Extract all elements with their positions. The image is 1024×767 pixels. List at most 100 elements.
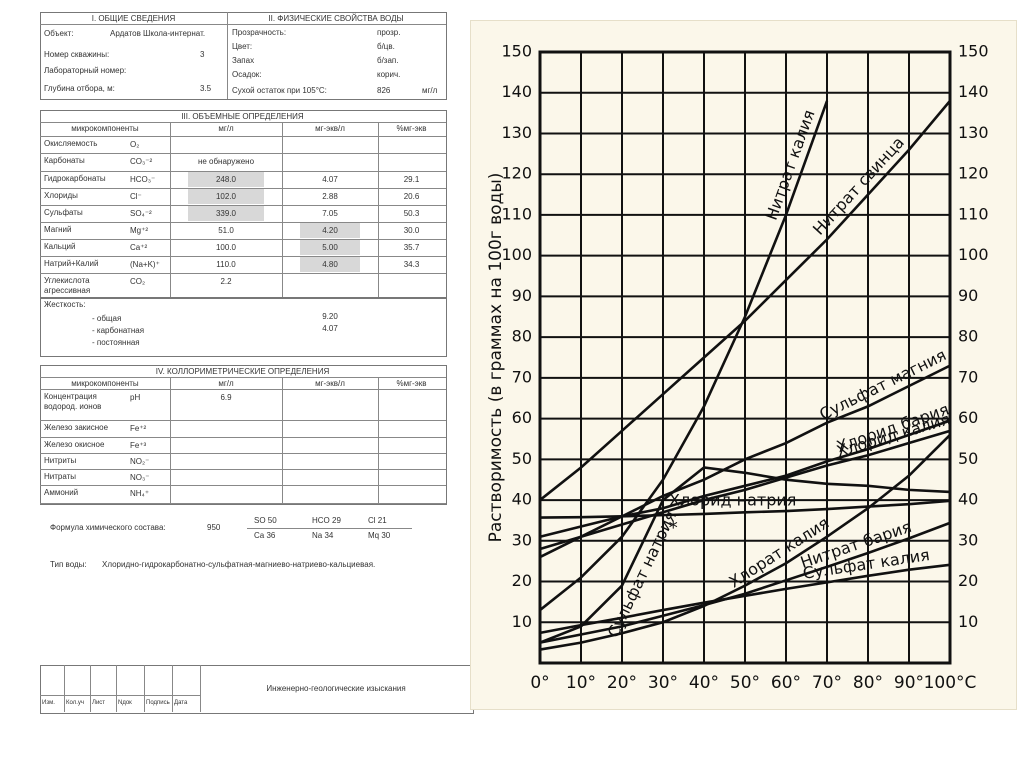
column-header: мг-экв/л — [315, 379, 345, 388]
row-formula: HCO₃⁻ — [130, 175, 156, 184]
x-tick-label: 100°C — [924, 673, 977, 693]
plot-frame — [538, 50, 952, 665]
y2-tick-label: 40 — [958, 490, 978, 509]
x-tick-label: 90° — [894, 673, 924, 693]
cell-value: 4.07 — [322, 324, 338, 333]
y2-tick-label: 50 — [958, 449, 978, 468]
y-tick-label: 30 — [512, 530, 532, 549]
rule — [40, 110, 447, 299]
cell-value: 5.00 — [322, 243, 338, 252]
field-label: Глубина отбора, м: — [44, 84, 115, 93]
field-label: Объект: — [44, 29, 74, 38]
y2-tick-label: 20 — [958, 571, 978, 590]
y2-tick-label: 120 — [958, 164, 989, 183]
cell-value: 20.6 — [403, 192, 420, 201]
rule — [40, 256, 446, 257]
row-name: Аммоний — [44, 488, 79, 497]
x-tick-label: 60° — [771, 673, 801, 693]
x-tick-label: 50° — [730, 673, 760, 693]
rule — [40, 485, 446, 486]
row-name: Сульфаты — [44, 208, 83, 217]
stamp-column: Кол.уч — [66, 700, 84, 706]
field-value: корич. — [377, 70, 401, 79]
row-name: Железо закисное — [44, 423, 109, 432]
y-tick-label: 130 — [501, 123, 532, 142]
rule — [378, 377, 379, 503]
cell-value: 7.05 — [322, 209, 338, 218]
series-line — [539, 100, 951, 502]
formula-numerator: Cl 21 — [368, 516, 387, 525]
cell-value: 4.20 — [322, 226, 338, 235]
field-label: Сухой остаток при 105°С: — [232, 86, 327, 95]
y2-tick-label: 60 — [958, 408, 978, 427]
rule — [90, 665, 91, 712]
field-label: Цвет: — [232, 42, 253, 51]
rule — [40, 171, 446, 172]
y2-tick-label: 100 — [958, 245, 989, 264]
row-name: Нитриты — [44, 456, 77, 465]
formula-denominator: Mq 30 — [368, 531, 391, 540]
column-header: микрокомпоненты — [71, 124, 139, 133]
y2-tick-label: 90 — [958, 286, 978, 305]
rule — [170, 122, 171, 297]
row-name: Окисляемость — [44, 139, 98, 148]
series-line — [539, 521, 951, 644]
rule — [40, 122, 446, 123]
field-label: Лабораторный номер: — [44, 66, 127, 75]
y2-tick-label: 150 — [958, 42, 989, 61]
rule — [40, 437, 446, 438]
y-tick-label: 100 — [501, 245, 532, 264]
row-name: Карбонаты — [44, 156, 85, 165]
rule — [40, 365, 447, 505]
field-value: б/зап. — [377, 56, 399, 65]
y-tick-label: 140 — [501, 82, 532, 101]
y2-tick-label: 10 — [958, 612, 978, 631]
y-tick-label: 110 — [501, 204, 532, 223]
row-formula: NH₄⁺ — [130, 489, 150, 498]
stamp-column: Подпись — [146, 700, 170, 706]
y-tick-label: 10 — [512, 612, 532, 631]
stamp-column: Nдок — [118, 700, 132, 706]
document: I. ОБЩИЕ СВЕДЕНИЯ II. ФИЗИЧЕСКИЕ СВОЙСТВА… — [22, 0, 474, 722]
y-tick-label: 90 — [512, 286, 532, 305]
y2-tick-label: 70 — [958, 367, 978, 386]
cell-value: 34.3 — [403, 260, 420, 269]
field-value: б/цв. — [377, 42, 395, 51]
y-tick-label: 80 — [512, 327, 532, 346]
y-tick-label: 20 — [512, 571, 532, 590]
y-tick-label: 50 — [512, 449, 532, 468]
rule — [40, 297, 447, 357]
formula-denominator: Na 34 — [312, 531, 334, 540]
rule — [40, 695, 200, 696]
column-header: мг/л — [218, 379, 234, 388]
stamp-title: Инженерно-геологические изыскания — [266, 684, 406, 693]
rule — [40, 136, 446, 137]
rule — [40, 188, 446, 189]
x-tick-label: 80° — [853, 673, 883, 693]
row-name: - карбонатная — [92, 326, 145, 335]
rule — [40, 24, 446, 25]
rule — [282, 122, 283, 297]
series-line — [539, 433, 951, 651]
annotation: * — [669, 518, 678, 539]
rule — [116, 665, 117, 712]
rule — [40, 469, 446, 470]
series-line — [539, 563, 951, 635]
y2-tick-label: 110 — [958, 204, 989, 223]
row-name: Концентрация водород. ионов — [44, 392, 102, 411]
section-title: I. ОБЩИЕ СВЕДЕНИЯ — [91, 14, 176, 23]
row-name: - общая — [92, 314, 122, 323]
cell-value: не обнаружено — [197, 157, 255, 166]
y2-tick-label: 30 — [958, 530, 978, 549]
rule — [378, 122, 379, 297]
cell-value: 50.3 — [403, 209, 420, 218]
field-label: Запах — [232, 56, 255, 65]
rule — [188, 206, 264, 221]
y-tick-label: 60 — [512, 408, 532, 427]
rule — [300, 240, 360, 255]
type-value: Хлоридно-гидрокарбонатно-сульфатная-магн… — [102, 560, 376, 569]
cell-value: 6.9 — [220, 393, 232, 402]
y2-tick-label: 130 — [958, 123, 989, 142]
row-formula: Cl⁻ — [130, 192, 142, 201]
